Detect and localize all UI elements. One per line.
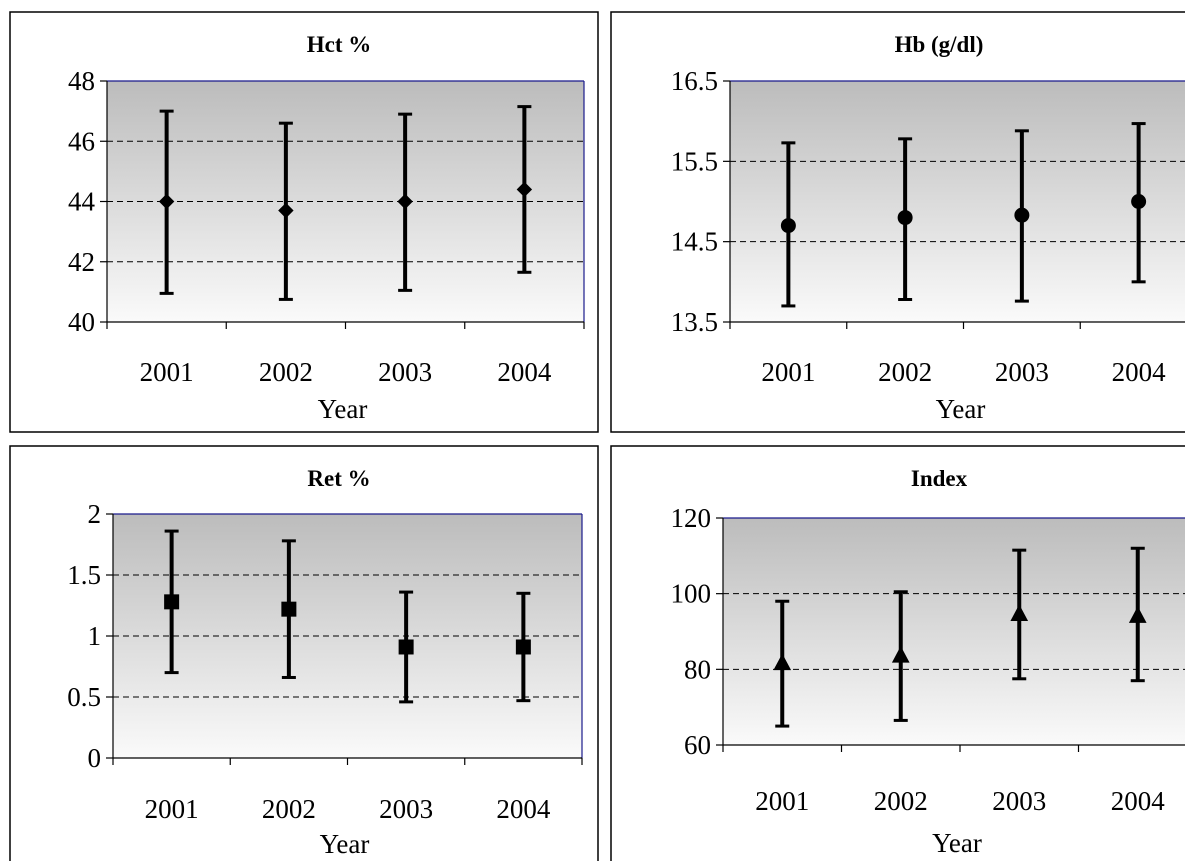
x-tick-label: 2001: [761, 357, 815, 387]
y-tick-label: 120: [671, 503, 712, 533]
data-point: [158, 193, 175, 210]
x-axis-label: Year: [932, 828, 982, 858]
x-tick-label: 2001: [140, 357, 194, 387]
y-tick-label: 42: [68, 247, 95, 277]
x-axis-label: Year: [320, 829, 370, 859]
data-point: [773, 653, 792, 671]
x-axis-label: Year: [318, 394, 368, 424]
x-tick-label: 2002: [262, 794, 316, 824]
plot-area: [730, 81, 1185, 322]
x-tick-label: 2004: [497, 357, 552, 387]
data-point: [1014, 207, 1030, 223]
y-tick-label: 14.5: [671, 227, 718, 257]
x-tick-label: 2001: [755, 786, 809, 816]
x-tick-label: 2002: [874, 786, 928, 816]
chart-title: Index: [911, 466, 968, 491]
data-point: [780, 218, 796, 234]
data-point: [397, 193, 413, 210]
data-point: [1128, 606, 1147, 623]
x-tick-label: 2003: [992, 786, 1046, 816]
data-point: [281, 601, 297, 617]
y-tick-label: 15.5: [671, 146, 718, 176]
x-tick-label: 2003: [379, 794, 433, 824]
data-point: [516, 181, 533, 198]
y-tick-label: 60: [684, 730, 711, 760]
x-tick-label: 2004: [1112, 357, 1167, 387]
plot-area: [107, 81, 584, 322]
data-point: [891, 646, 910, 663]
data-point: [278, 202, 294, 219]
y-tick-label: 16.5: [671, 66, 718, 96]
chart-title: Hct %: [307, 32, 372, 57]
chart-title: Hb (g/dl): [895, 32, 984, 57]
y-tick-label: 100: [671, 579, 712, 609]
chart-panel-1: 40 42 44 46 48 2001 2002 2003 2004 Hct % Year: [9, 11, 599, 433]
data-point: [515, 639, 531, 655]
chart-panel-3: 0 0.5 1 1.5 2 2001 2002 2003 2004 Ret % Year: [9, 445, 599, 861]
y-tick-label: 80: [684, 654, 711, 684]
chart-title: Ret %: [307, 466, 370, 491]
data-point: [164, 594, 180, 610]
x-tick-label: 2002: [259, 357, 313, 387]
x-tick-label: 2003: [995, 357, 1049, 387]
x-tick-label: 2003: [378, 357, 432, 387]
y-tick-label: 0.5: [67, 682, 101, 712]
y-tick-label: 0: [88, 743, 102, 773]
y-tick-label: 13.5: [671, 307, 718, 337]
y-tick-label: 2: [88, 499, 102, 529]
y-tick-label: 1.5: [67, 560, 101, 590]
y-tick-label: 46: [68, 126, 95, 156]
data-point: [1010, 604, 1029, 621]
plot-area: [723, 518, 1185, 745]
chart-panel-4: 60 80 100 120 2001 2002 2003 2004 Index Year: [610, 445, 1185, 861]
y-tick-label: 48: [68, 66, 95, 96]
data-point: [897, 210, 913, 226]
x-tick-label: 2004: [1111, 786, 1166, 816]
data-point: [1131, 194, 1147, 209]
x-tick-label: 2001: [145, 794, 199, 824]
data-point: [398, 639, 414, 655]
y-tick-label: 1: [88, 621, 102, 651]
x-tick-label: 2002: [878, 357, 932, 387]
y-tick-label: 40: [68, 307, 95, 337]
y-tick-label: 44: [68, 187, 96, 217]
x-axis-label: Year: [936, 394, 986, 424]
chart-panel-2: 13.5 14.5 15.5 16.5 2001 2002 2003 2004 Hb (g/dl…: [610, 11, 1185, 433]
x-tick-label: 2004: [496, 794, 551, 824]
